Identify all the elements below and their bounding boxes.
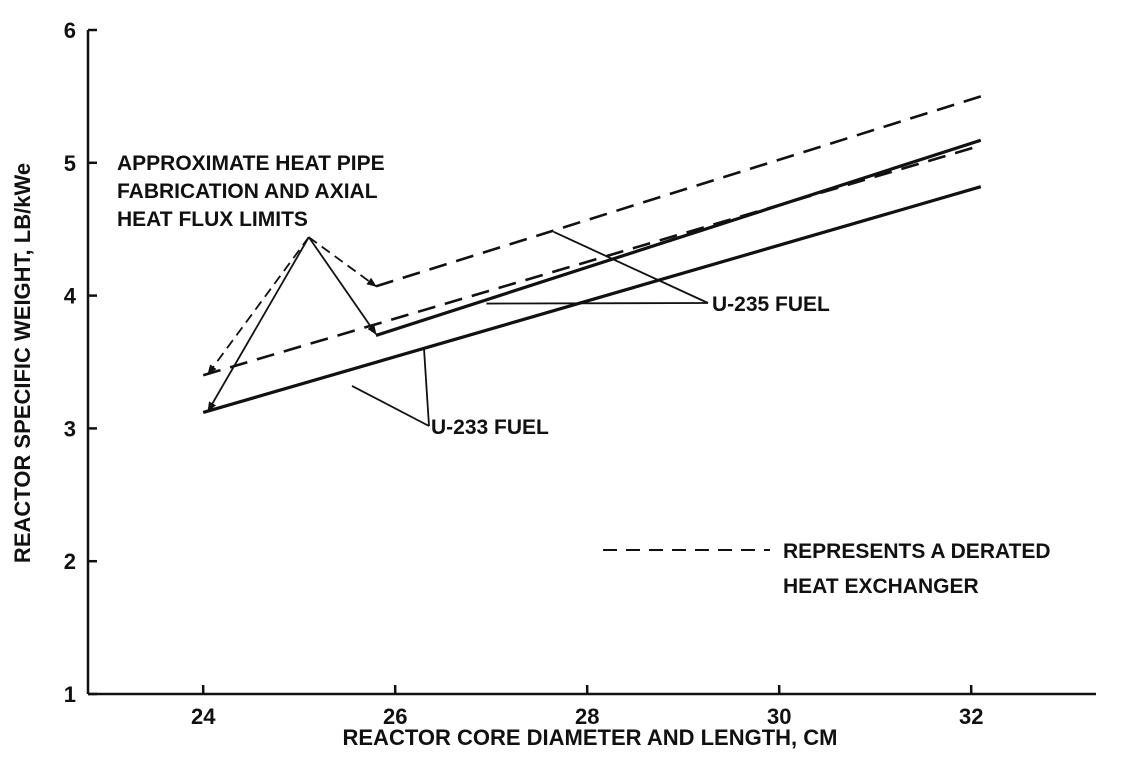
y-axis-label: REACTOR SPECIFIC WEIGHT, LB/kWe: [10, 163, 35, 563]
series-line-3: [375, 95, 982, 288]
series-line-0: [202, 185, 982, 415]
x-tick-label-2: 28: [575, 704, 599, 729]
limits-arrow-u233-solid: [207, 236, 310, 413]
u233-leader-2: [351, 385, 430, 427]
y-tick-label-1: 2: [64, 549, 76, 574]
x-tick-label-1: 26: [383, 704, 407, 729]
x-tick-label-4: 32: [959, 704, 983, 729]
y-tick-label-2: 3: [64, 416, 76, 441]
y-tick-label-0: 1: [64, 682, 76, 707]
y-tick-label-4: 5: [64, 151, 76, 176]
axes: [86, 30, 1096, 696]
x-axis-label: REACTOR CORE DIAMETER AND LENGTH, CM: [343, 725, 838, 750]
u233-leader-1: [423, 348, 430, 427]
derated-legend-line-1: REPRESENTS A DERATED: [783, 540, 1051, 563]
y-tick-label-5: 6: [64, 18, 76, 43]
limits-annotation-line-1: APPROXIMATE HEAT PIPE: [117, 152, 385, 175]
ticks: 24 26 28 30 32 1 2 3 4 5 6: [64, 18, 984, 729]
series-line-2: [202, 144, 982, 377]
derated-legend-line-2: HEAT EXCHANGER: [783, 575, 979, 598]
u235-leader-1: [553, 231, 709, 304]
limits-arrow-u233-dashed: [207, 236, 310, 375]
u235-label: U-235 FUEL: [712, 293, 830, 316]
x-tick-label-0: 24: [191, 704, 216, 729]
annotation-leaders: [207, 231, 709, 427]
limits-annotation-line-3: HEAT FLUX LIMITS: [117, 208, 308, 231]
u233-label: U-233 FUEL: [431, 416, 549, 439]
u235-leader-2: [486, 302, 709, 305]
x-tick-label-3: 30: [767, 704, 791, 729]
y-tick-label-3: 4: [64, 284, 77, 309]
series: [202, 95, 982, 415]
series-line-1: [375, 138, 982, 337]
limits-arrow-u235-dashed: [308, 236, 377, 288]
limits-arrow-u235-solid: [308, 236, 377, 335]
limits-annotation-line-2: FABRICATION AND AXIAL: [117, 180, 378, 203]
